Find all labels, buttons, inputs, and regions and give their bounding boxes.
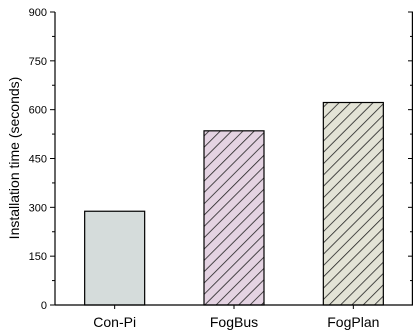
x-tick-label: FogPlan (327, 314, 379, 330)
plot-area: Con-Pi FogBus FogPlan 0 150 300 450 600 750 900 (29, 7, 413, 330)
y-tick-label: 750 (29, 56, 47, 68)
y-tick-label: 450 (29, 154, 47, 166)
y-tick-label: 300 (29, 202, 47, 214)
y-tick-label: 0 (41, 300, 47, 312)
bar-hatch-fogplan (323, 102, 384, 305)
y-axis-title: Installation time (seconds) (6, 77, 22, 240)
y-tick-label: 150 (29, 251, 47, 263)
x-tick-label: Con-Pi (93, 314, 136, 330)
x-tick-label: FogBus (210, 314, 258, 330)
y-tick-label: 900 (29, 7, 47, 19)
bar-hatch-fogbus (204, 130, 264, 305)
bar-con-pi (84, 211, 145, 305)
y-tick-label: 600 (29, 105, 47, 117)
